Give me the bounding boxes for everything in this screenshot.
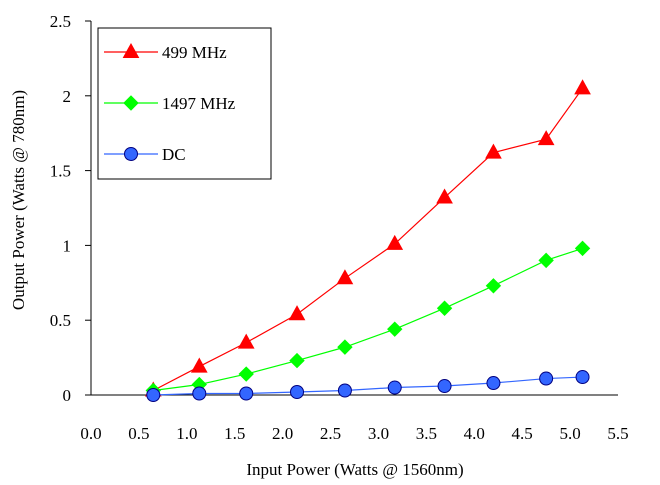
series-line <box>153 87 584 392</box>
data-point <box>237 333 255 349</box>
x-tick-label: 5.0 <box>559 424 580 443</box>
legend-label: 1497 MHz <box>162 94 236 113</box>
data-point <box>192 386 207 401</box>
data-point <box>190 357 208 373</box>
legend-item: 1497 MHz <box>104 94 236 113</box>
data-point <box>337 383 352 398</box>
legend-marker <box>122 42 140 58</box>
data-point <box>239 386 254 401</box>
series-line <box>153 376 583 396</box>
data-point <box>574 79 591 95</box>
data-point <box>574 240 591 257</box>
series-line <box>153 247 583 392</box>
series-layer <box>144 79 591 402</box>
legend-label: 499 MHz <box>162 43 227 62</box>
data-point <box>437 379 452 394</box>
data-point <box>387 380 402 395</box>
y-tick-label: 2 <box>63 87 72 106</box>
series-1 <box>145 240 591 399</box>
x-axis-label: Input Power (Watts @ 1560nm) <box>246 460 463 479</box>
data-point <box>485 278 502 294</box>
data-point <box>538 252 554 269</box>
x-tick-label: 1.5 <box>224 424 245 443</box>
x-tick-label: 5.5 <box>607 424 628 443</box>
y-axis-label: Output Power (Watts @ 780nm) <box>9 90 28 310</box>
plot-area <box>90 21 618 396</box>
series-2 <box>146 370 590 402</box>
data-point <box>387 321 403 337</box>
x-tick-label: 0.0 <box>80 424 101 443</box>
data-point <box>238 366 254 382</box>
data-point <box>537 130 555 146</box>
data-point <box>290 385 305 400</box>
x-tick-label: 4.5 <box>512 424 533 443</box>
legend-marker <box>124 147 138 161</box>
data-point <box>575 370 590 385</box>
data-point <box>386 234 404 250</box>
x-tick-label: 3.0 <box>368 424 389 443</box>
x-tick-label: 2.5 <box>320 424 341 443</box>
x-tick-label: 1.0 <box>176 424 197 443</box>
x-tick-label: 2.0 <box>272 424 293 443</box>
y-axis-ticks: 0 0.5 1 1.5 2 2.5 <box>50 12 91 405</box>
x-tick-label: 4.0 <box>464 424 485 443</box>
data-point <box>485 143 502 159</box>
data-point <box>337 339 353 355</box>
y-tick-label: 2.5 <box>50 12 71 31</box>
legend-item: DC <box>104 145 186 164</box>
data-point <box>288 305 306 321</box>
y-tick-label: 1.5 <box>50 162 71 181</box>
series-0 <box>144 79 591 397</box>
data-point <box>146 388 161 402</box>
y-tick-label: 0.5 <box>50 311 71 330</box>
data-point <box>486 376 501 391</box>
y-tick-label: 0 <box>63 386 72 405</box>
data-point <box>436 188 453 204</box>
y-tick-label: 1 <box>63 236 72 255</box>
x-axis-ticks: 0.0 0.5 1.0 1.5 2.0 2.5 3.0 3.5 4.0 4.5 5.0 5.5 <box>80 424 628 443</box>
data-point <box>289 352 305 369</box>
legend-marker <box>123 95 139 111</box>
data-point <box>436 300 453 316</box>
x-tick-label: 0.5 <box>128 424 149 443</box>
legend: 499 MHz 1497 MHz DC <box>97 27 272 180</box>
data-point <box>539 371 554 386</box>
data-point <box>336 269 354 285</box>
legend-label: DC <box>162 145 186 164</box>
x-tick-label: 3.5 <box>416 424 437 443</box>
legend-item: 499 MHz <box>104 42 227 62</box>
